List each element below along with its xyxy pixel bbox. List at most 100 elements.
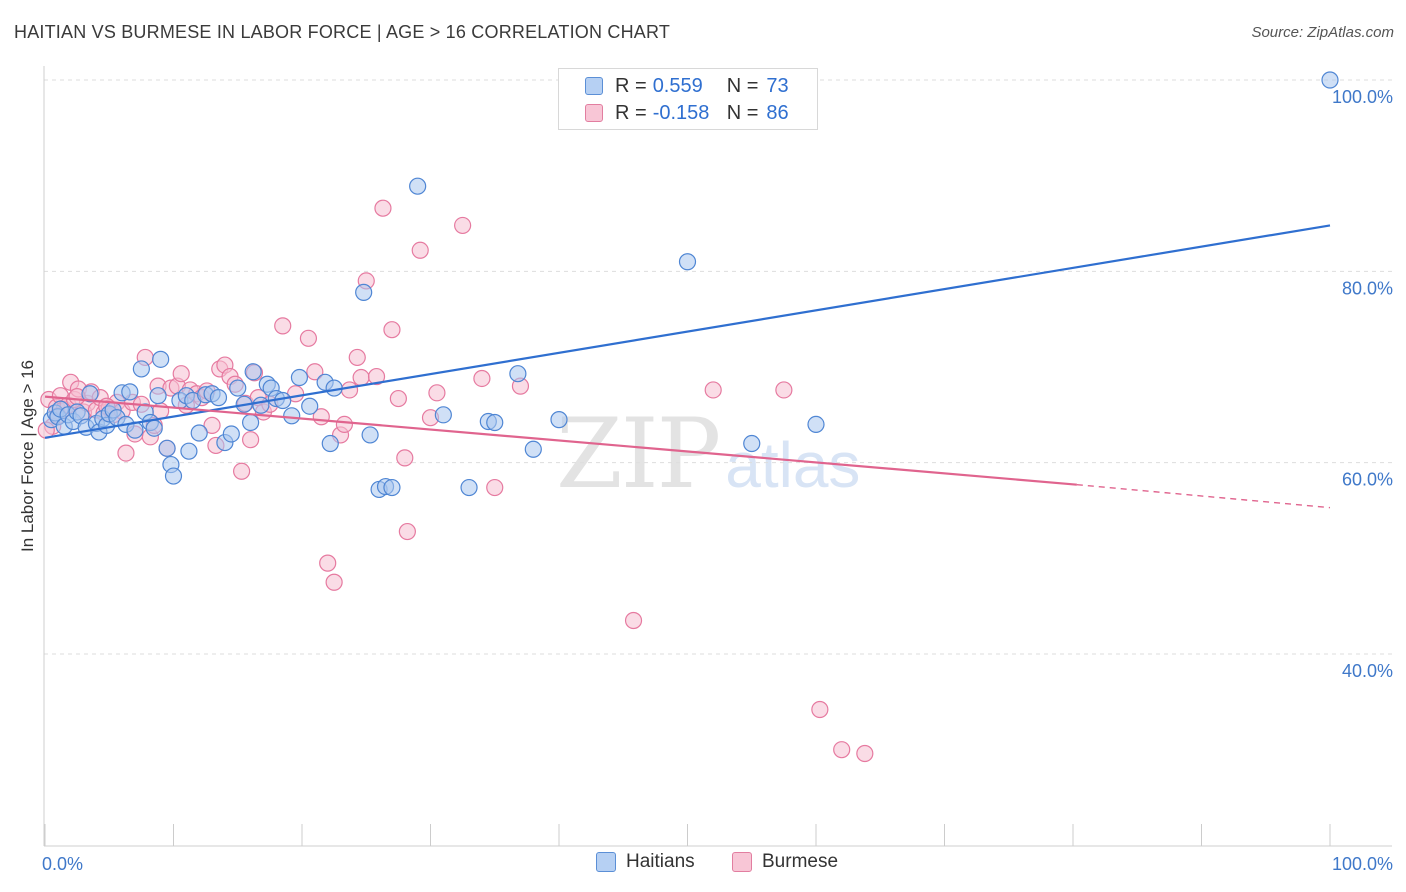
haitian-point xyxy=(190,424,208,442)
legend-burmese-label: Burmese xyxy=(762,851,839,872)
burmese-point xyxy=(383,321,401,339)
axes-layer xyxy=(43,66,1392,847)
burmese-point xyxy=(833,741,851,759)
source-label: Source: ZipAtlas.com xyxy=(1251,24,1394,41)
burmese-point xyxy=(203,416,221,434)
haitian-point xyxy=(361,426,379,444)
haitian-point xyxy=(355,283,373,301)
burmese-point xyxy=(454,216,472,235)
haitian-point xyxy=(509,365,527,383)
haitian-point xyxy=(524,440,542,458)
burmese-point xyxy=(398,522,416,541)
burmese-point xyxy=(856,744,874,763)
haitian-point xyxy=(283,407,301,425)
burmese-point xyxy=(348,348,366,367)
haitians-trend-line xyxy=(44,224,1331,439)
burmese-point xyxy=(428,384,446,402)
haitian-point xyxy=(743,434,761,453)
haitians-r-label: R = xyxy=(615,74,647,97)
tick-labels: 40.0% 60.0% 80.0% 100.0% 0.0% 100.0% xyxy=(42,87,1393,874)
haitian-point xyxy=(121,383,139,401)
y-tick-label: 60.0% xyxy=(1342,470,1393,490)
legend-item-burmese[interactable]: Burmese xyxy=(732,851,838,873)
haitian-point xyxy=(321,434,339,453)
haitian-point xyxy=(81,385,99,403)
y-axis-title: In Labor Force | Age > 16 xyxy=(18,359,37,553)
burmese-r-label: R = xyxy=(615,101,647,124)
burmese-point xyxy=(319,554,337,572)
burmese-swatch xyxy=(585,104,603,122)
haitian-point xyxy=(222,425,240,443)
legend-haitians-label: Haitians xyxy=(626,851,695,872)
x-tick-label: 0.0% xyxy=(42,854,83,874)
haitian-point xyxy=(149,387,167,405)
burmese-point xyxy=(335,415,354,433)
haitian-point xyxy=(242,413,260,432)
burmese-n-value: 86 xyxy=(766,101,789,124)
haitian-point xyxy=(209,389,228,407)
haitian-point xyxy=(383,478,401,497)
haitian-point xyxy=(145,419,163,437)
trend-lines xyxy=(44,224,1331,509)
burmese-point xyxy=(242,431,260,449)
legend-item-haitians[interactable]: Haitians xyxy=(596,851,695,873)
burmese-n-label: N = xyxy=(726,101,759,124)
burmese-point xyxy=(117,444,135,462)
haitians-n-label: N = xyxy=(726,74,759,97)
burmese-point xyxy=(274,317,292,335)
burmese-point xyxy=(299,329,318,347)
legend-haitians-swatch xyxy=(596,852,616,872)
burmese-point xyxy=(306,363,324,381)
burmese-point xyxy=(775,381,793,399)
haitian-point xyxy=(164,467,183,485)
stats-row-burmese: R = -0.158 N = 86 xyxy=(585,100,789,126)
haitian-point xyxy=(252,396,270,414)
burmese-point xyxy=(374,199,392,217)
x-tick-label: 100.0% xyxy=(1332,854,1393,874)
burmese-trend-extension xyxy=(1076,483,1331,509)
burmese-point xyxy=(704,381,722,399)
haitian-point xyxy=(158,439,176,457)
y-tick-label: 100.0% xyxy=(1332,87,1393,107)
haitian-points xyxy=(42,71,1339,499)
haitian-point xyxy=(180,442,198,460)
burmese-point xyxy=(389,389,407,408)
burmese-point xyxy=(352,368,370,387)
burmese-point xyxy=(811,700,829,719)
haitian-point xyxy=(244,363,262,381)
haitians-r-value: 0.559 xyxy=(652,74,703,97)
burmese-point xyxy=(624,611,643,630)
haitian-point xyxy=(434,406,452,424)
burmese-point xyxy=(396,449,414,467)
burmese-point xyxy=(233,462,251,480)
haitian-point xyxy=(486,413,504,432)
haitian-point xyxy=(301,397,319,415)
burmese-trend-line xyxy=(44,395,1077,486)
burmese-point xyxy=(340,381,359,399)
haitian-point xyxy=(290,368,309,387)
haitian-point xyxy=(678,253,697,271)
burmese-points xyxy=(37,199,874,763)
chart-title: HAITIAN VS BURMESE IN LABOR FORCE | AGE … xyxy=(14,22,671,42)
haitian-point xyxy=(409,177,427,195)
burmese-r-value: -0.158 xyxy=(652,101,710,124)
series-legend: Haitians Burmese xyxy=(0,851,1406,877)
haitian-point xyxy=(229,379,247,397)
haitian-point xyxy=(1321,71,1339,89)
y-tick-label: 80.0% xyxy=(1342,278,1393,298)
haitian-point xyxy=(460,478,478,497)
burmese-point xyxy=(411,241,429,259)
haitians-swatch xyxy=(585,77,603,95)
burmese-point xyxy=(367,367,386,386)
haitians-n-value: 73 xyxy=(766,74,789,97)
legend-burmese-swatch xyxy=(732,852,752,872)
burmese-point xyxy=(172,365,190,383)
haitian-point xyxy=(550,411,568,429)
stats-row-haitians: R = 0.559 N = 73 xyxy=(585,73,789,99)
burmese-point xyxy=(473,369,491,388)
haitian-point xyxy=(807,415,825,433)
haitian-point xyxy=(132,360,150,378)
burmese-point xyxy=(486,478,504,497)
y-tick-label: 40.0% xyxy=(1342,661,1393,681)
